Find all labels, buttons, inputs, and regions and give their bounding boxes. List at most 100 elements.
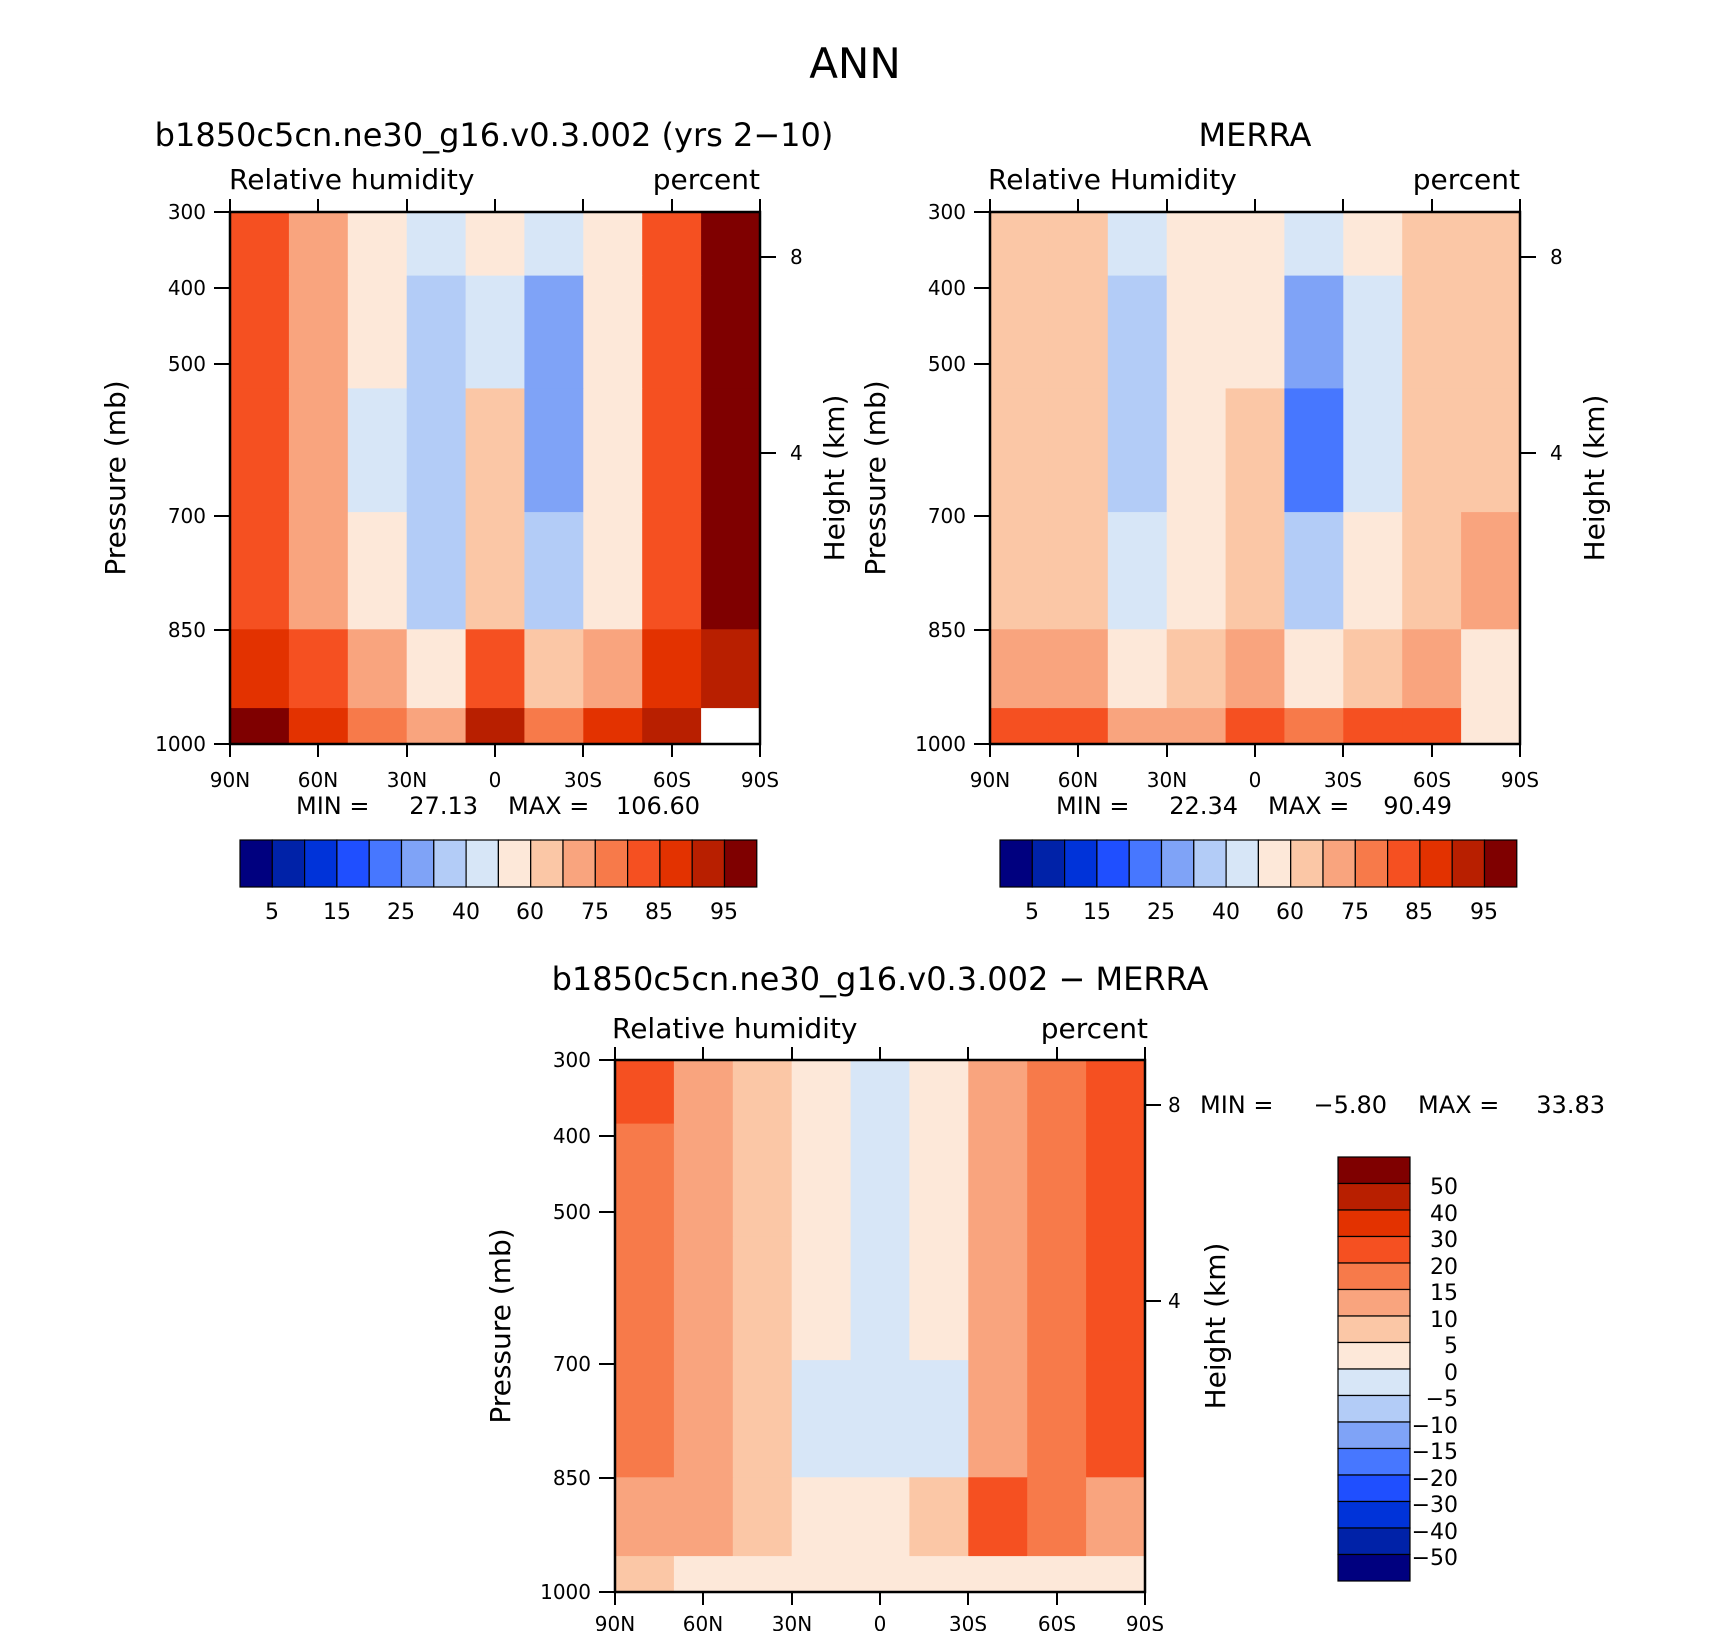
heatmap-cell bbox=[615, 1060, 675, 1125]
heatmap-cell bbox=[701, 212, 761, 277]
height-tick-label: 4 bbox=[1168, 1289, 1181, 1313]
x-tick-label: 90S bbox=[1126, 1612, 1164, 1631]
colorbar-label: 40 bbox=[452, 900, 480, 925]
colorbar-label: 5 bbox=[1444, 1334, 1458, 1359]
heatmap-cell bbox=[583, 275, 643, 390]
y-tick-label: 850 bbox=[168, 618, 206, 642]
heatmap-cell bbox=[347, 629, 408, 709]
height-tick-label: 8 bbox=[790, 245, 803, 269]
y-tick-label: 1000 bbox=[155, 732, 206, 756]
colorbar-label: 60 bbox=[1276, 900, 1304, 925]
colorbar-box bbox=[1337, 1156, 1411, 1185]
x-tick-label: 30S bbox=[949, 1612, 987, 1631]
colorbar-box bbox=[1096, 839, 1130, 888]
heatmap-cell bbox=[701, 629, 761, 709]
y-axis: 300 400 500 700 850 1000 bbox=[915, 200, 966, 756]
colorbar-label: 25 bbox=[1147, 900, 1175, 925]
heatmap-cell bbox=[406, 212, 467, 277]
heatmap-cell bbox=[1225, 275, 1286, 390]
colorbar-box bbox=[303, 839, 338, 888]
colorbar-box bbox=[594, 839, 629, 888]
heatmap-cell bbox=[732, 1060, 793, 1125]
heatmap-cell bbox=[347, 275, 408, 390]
heatmap-cell bbox=[1107, 708, 1168, 745]
contour-fill bbox=[990, 212, 1521, 745]
heatmap-cell bbox=[1343, 629, 1403, 709]
x-ticks bbox=[214, 199, 776, 757]
colorbar-box bbox=[1322, 839, 1356, 888]
heatmap-diff: 90N 60N 30N 0 30S 60S 90S 300 bbox=[484, 1047, 1605, 1631]
heatmap-cell bbox=[1086, 1556, 1146, 1593]
heatmap-cell bbox=[1461, 629, 1521, 709]
x-tick-label: 90N bbox=[595, 1612, 635, 1631]
colorbar-label: −40 bbox=[1412, 1520, 1458, 1545]
colorbar-label: 40 bbox=[1212, 900, 1240, 925]
heatmap-cell bbox=[1343, 512, 1403, 630]
heatmap-cell bbox=[347, 388, 408, 513]
colorbar-labels: 5 15 25 40 60 75 85 95 bbox=[265, 900, 738, 925]
colorbar-box bbox=[1160, 839, 1195, 888]
y-axis: 300 400 500 700 850 1000 bbox=[540, 1048, 591, 1604]
heatmap-cell bbox=[1343, 388, 1403, 513]
heatmap-cell bbox=[583, 212, 643, 277]
contour-fill bbox=[230, 212, 761, 745]
x-tick-label: 60N bbox=[298, 768, 338, 792]
heatmap-cell bbox=[1284, 212, 1344, 277]
heatmap-obs: 90N 60N 30N 0 30S 60S 90S 300 bbox=[859, 199, 1611, 820]
heatmap-cell bbox=[673, 1360, 734, 1478]
heatmap-cell bbox=[642, 388, 702, 513]
heatmap-cell bbox=[1225, 629, 1286, 709]
figure-title: ANN bbox=[809, 39, 901, 88]
heatmap-cell bbox=[1166, 275, 1227, 390]
colorbar-box bbox=[1451, 839, 1486, 888]
panel-title: b1850c5cn.ne30_g16.v0.3.002 (yrs 2−10) bbox=[155, 116, 834, 154]
heatmap-cell bbox=[968, 1556, 1028, 1593]
heatmap-cell bbox=[1107, 388, 1168, 513]
heatmap-cell bbox=[1027, 1060, 1087, 1125]
heatmap-cell bbox=[968, 1236, 1028, 1361]
x-tick-label: 30N bbox=[772, 1612, 812, 1631]
height-tick-label: 4 bbox=[790, 441, 803, 465]
left-label: Relative humidity bbox=[612, 1012, 857, 1045]
colorbar-box bbox=[1257, 839, 1292, 888]
heatmap-cell bbox=[347, 212, 408, 277]
y-tick-label: 300 bbox=[928, 200, 966, 224]
colorbar-label: 75 bbox=[581, 900, 609, 925]
colorbar-box bbox=[1225, 839, 1260, 888]
colorbar-label: 75 bbox=[1341, 900, 1369, 925]
heatmap-cell bbox=[465, 388, 526, 513]
heatmap-cell bbox=[524, 708, 584, 745]
heatmap-cell bbox=[1086, 1477, 1146, 1557]
heatmap-cell bbox=[909, 1360, 969, 1478]
heatmap-cell bbox=[615, 1477, 675, 1557]
heatmap-cell bbox=[850, 1236, 911, 1361]
panel-diff: b1850c5cn.ne30_g16.v0.3.002 − MERRA Rela… bbox=[484, 960, 1605, 1631]
x-tick-label: 30N bbox=[1147, 768, 1187, 792]
x-tick-label: 90N bbox=[970, 768, 1010, 792]
colorbar-box bbox=[723, 839, 758, 888]
max-label: MAX = bbox=[1268, 792, 1349, 820]
heatmap-cell bbox=[1284, 708, 1344, 745]
heatmap-cell bbox=[1107, 512, 1168, 630]
heatmap-cell bbox=[288, 708, 349, 745]
heatmap-cell bbox=[1048, 388, 1109, 513]
colorbar-label: −50 bbox=[1412, 1546, 1458, 1571]
colorbar-boxes bbox=[239, 839, 758, 888]
heatmap-cell bbox=[406, 629, 467, 709]
heatmap-cell bbox=[1402, 275, 1462, 390]
heatmap-cell bbox=[642, 212, 702, 277]
heatmap-cell bbox=[850, 1123, 911, 1238]
x-tick-label: 30N bbox=[387, 768, 427, 792]
colorbar-label: 10 bbox=[1430, 1308, 1458, 1333]
heatmap-cell bbox=[673, 1123, 734, 1238]
y-tick-label: 1000 bbox=[915, 732, 966, 756]
height-tick-label: 8 bbox=[1550, 245, 1563, 269]
colorbar-label: 5 bbox=[1025, 900, 1039, 925]
heatmap-cell bbox=[406, 512, 467, 630]
colorbar-label: 85 bbox=[645, 900, 673, 925]
colorbar-box bbox=[1419, 839, 1453, 888]
heatmap-model: 90N 60N 30N 0 30S 60S 90S 300 bbox=[99, 199, 851, 820]
x-axis: 90N 60N 30N 0 30S 60S 90S bbox=[595, 1612, 1164, 1631]
heatmap-cell bbox=[850, 1556, 911, 1593]
